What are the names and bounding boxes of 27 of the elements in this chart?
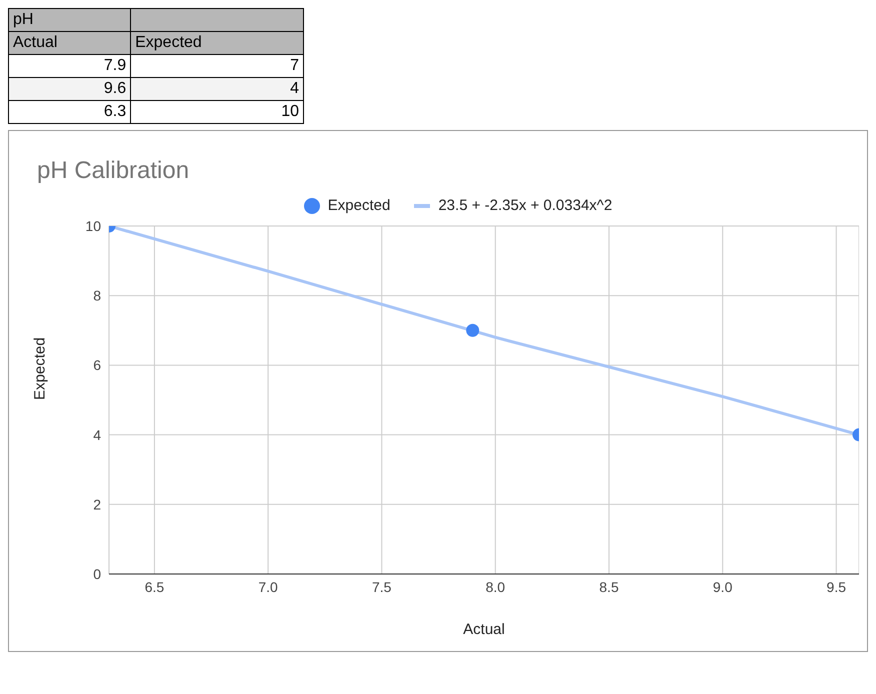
text: 10: [130, 100, 304, 124]
x-tick-label: 8.0: [486, 578, 506, 595]
legend-label: 23.5 + -2.35x + 0.0334x^2: [438, 197, 612, 214]
x-tick-label: 9.5: [826, 578, 846, 595]
y-tick-label: 2: [93, 496, 102, 512]
x-tick-label: 7.5: [372, 578, 392, 595]
text: 7.9: [8, 54, 131, 78]
y-tick-label: 6: [93, 357, 102, 374]
text: 7: [130, 54, 304, 78]
text: Expected: [135, 34, 202, 51]
legend-label: Expected: [328, 197, 390, 214]
chart-title: pH Calibration: [37, 157, 190, 185]
x-tick-label: 7.0: [258, 578, 278, 595]
y-tick-label: 8: [93, 288, 102, 304]
text: 6.3: [8, 100, 131, 124]
text: Actual: [13, 34, 58, 51]
x-axis-title: Actual: [463, 621, 505, 638]
y-axis-title: Expected: [31, 337, 48, 400]
y-tick-label: 0: [93, 566, 102, 582]
text: 4: [130, 78, 304, 100]
y-tick-label: 10: [85, 218, 102, 234]
x-tick-label: 9.0: [712, 578, 733, 595]
y-tick-label: 4: [93, 426, 102, 443]
x-tick-label: 6.5: [144, 578, 164, 595]
x-tick-label: 8.5: [599, 578, 619, 595]
text: 9.6: [8, 78, 131, 100]
text: pH: [8, 8, 131, 32]
